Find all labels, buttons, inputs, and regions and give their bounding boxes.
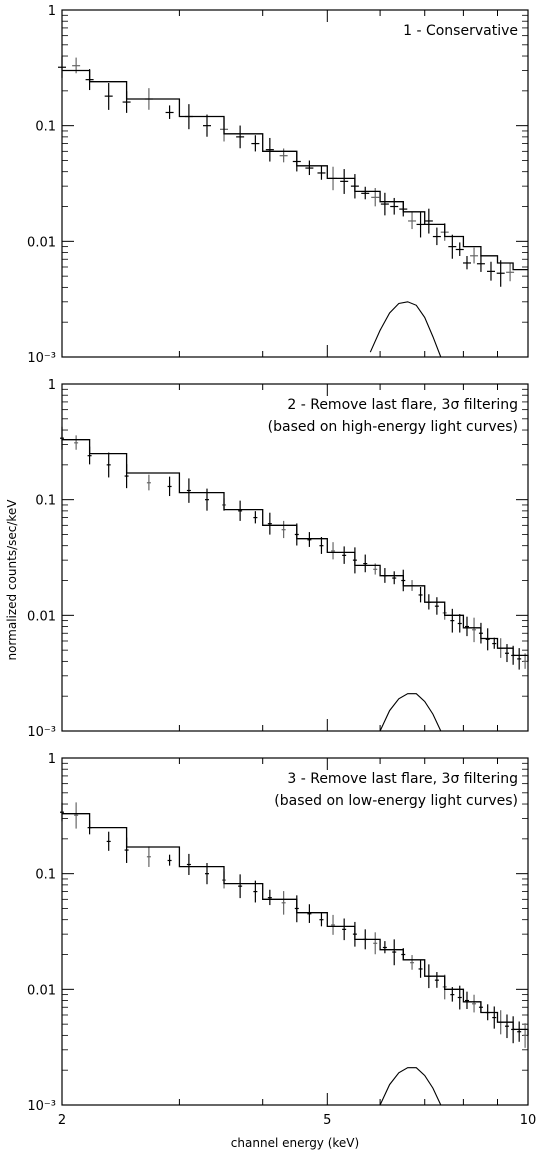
model-line — [62, 813, 529, 1036]
x-tick-label: 2 — [58, 1113, 66, 1128]
panel-sublabel: (based on high-energy light curves) — [268, 419, 518, 435]
panel-label: 3 - Remove last flare, 3σ filtering — [287, 771, 518, 787]
data-series — [60, 426, 528, 670]
y-tick-label: 0.1 — [35, 494, 56, 509]
data-series — [58, 56, 515, 287]
y-tick-label: 0.01 — [27, 609, 56, 624]
data-series — [60, 802, 528, 1048]
panel-label: 2 - Remove last flare, 3σ filtering — [287, 397, 518, 413]
y-tick-label: 0.1 — [35, 868, 56, 883]
panel-3: 1 0.1 0.01 10⁻³2 5 10 3 - Remove last flare, 3… — [27, 752, 536, 1128]
y-tick-label: 0.01 — [27, 983, 56, 998]
line-component — [379, 1067, 442, 1106]
panels-root: 1 0.1 0.01 10⁻³ 1 - Conservative 1 0.1 0.01 10⁻³… — [27, 4, 536, 1128]
x-axis-title: channel energy (keV) — [231, 1136, 359, 1150]
model-line — [62, 439, 529, 662]
x-tick-label: 5 — [323, 1113, 331, 1128]
y-tick-label: 0.1 — [35, 120, 56, 135]
panel-2: 1 0.1 0.01 10⁻³ 2 - Remove last flare, 3σ fi… — [27, 378, 529, 740]
y-tick-label: 10⁻³ — [27, 351, 56, 366]
x-tick-label: 10 — [520, 1113, 537, 1128]
y-tick-label: 0.01 — [27, 235, 56, 250]
y-axis-title: normalized counts/sec/keV — [5, 499, 19, 661]
plot-frame — [61, 383, 529, 732]
y-tick-label: 10⁻³ — [27, 1099, 56, 1114]
model-line — [62, 69, 528, 271]
panel-label: 1 - Conservative — [403, 23, 518, 39]
line-component — [379, 693, 442, 732]
y-tick-label: 10⁻³ — [27, 725, 56, 740]
y-tick-label: 1 — [48, 378, 56, 393]
panel-sublabel: (based on low-energy light curves) — [274, 793, 518, 809]
plot-frame — [61, 9, 529, 358]
y-tick-label: 1 — [48, 752, 56, 767]
plot-frame — [61, 757, 529, 1106]
line-component — [369, 301, 442, 358]
y-tick-label: 1 — [48, 4, 56, 19]
panel-1: 1 0.1 0.01 10⁻³ 1 - Conservative — [27, 4, 529, 366]
